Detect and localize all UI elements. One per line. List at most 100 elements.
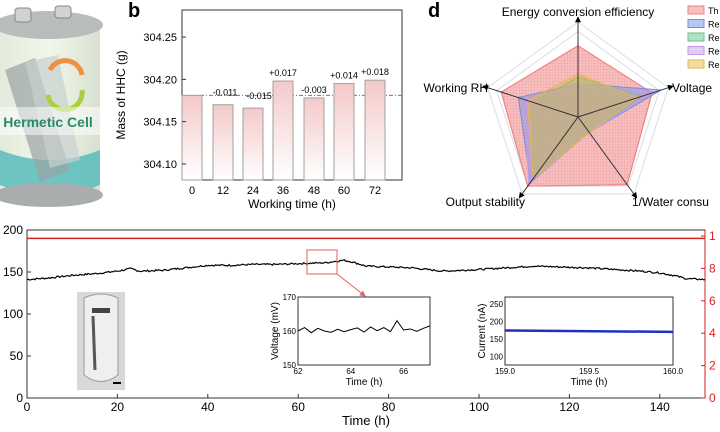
y-tick-label: 0 <box>16 391 23 405</box>
x-tick-label: 100 <box>469 400 489 414</box>
inset-series <box>504 329 674 334</box>
right-y-tick-label: 0 <box>709 391 716 405</box>
x-tick-label: 24 <box>247 185 259 197</box>
bar <box>242 107 264 181</box>
radar-grid-ring <box>487 21 669 195</box>
right-y-tick-label: 2 <box>709 359 716 373</box>
y-tick-label: 50 <box>10 349 24 363</box>
current-inset: 159.0 159.5 160.0 100 150 200 250 Time (h) Curre… <box>477 296 684 388</box>
legend-swatch <box>687 59 705 69</box>
y-tick-label: 100 <box>3 307 23 321</box>
voltage-time-chart: 0 20 40 60 80 100 120 140 0 50 100 150 200 0 2 4 6 8 1 Time… <box>3 223 716 428</box>
bar <box>333 83 355 181</box>
right-y-tick-label: 8 <box>709 261 716 275</box>
legend-label: Re <box>708 60 720 70</box>
radar-axis <box>577 84 674 118</box>
voltage-series <box>26 258 706 281</box>
x-axis-label: Time (h) <box>571 377 608 388</box>
legend-label: Re <box>708 47 720 57</box>
y-tick-label: 304.25 <box>143 32 177 44</box>
right-y-tick-label: 6 <box>709 294 716 308</box>
bar <box>272 80 294 181</box>
radar-series-4 <box>526 73 639 180</box>
y-tick-label: 150 <box>3 265 23 279</box>
radar-series-fill <box>500 45 653 187</box>
radar-axis-label: Output stability <box>446 195 525 209</box>
y-tick-label: 304.10 <box>143 159 177 171</box>
x-tick-label: 60 <box>292 400 306 414</box>
mass-bar-chart: 0 12 -0.011 24 -0.015 36 +0.017 48 -0.003 60 +0.01… <box>114 9 403 211</box>
radar-axis-label: 1/Water consu <box>632 195 709 209</box>
y-axis-label: Voltage (mV) <box>270 302 281 360</box>
device-photo-inset <box>77 292 125 390</box>
data-label: -0.011 <box>213 88 238 98</box>
hermetic-cell-illustration: Hermetic Cell <box>0 5 103 207</box>
x-tick-label: 0 <box>24 400 31 414</box>
legend-swatch <box>687 46 705 55</box>
x-tick-label: 12 <box>217 185 229 197</box>
data-label: -0.003 <box>301 85 327 95</box>
y-tick-label: 304.20 <box>143 74 177 86</box>
x-tick-label: 62 <box>294 367 303 376</box>
panel-letter-d: d <box>428 0 440 22</box>
x-tick-label: 48 <box>308 185 320 197</box>
hermetic-cell-label: Hermetic Cell <box>3 114 92 130</box>
y-axis-label: Mass of HHC (g) <box>114 50 128 139</box>
x-tick-label: 140 <box>650 400 670 414</box>
zoom-arrow <box>336 273 366 297</box>
bar <box>364 79 386 181</box>
x-tick-label: 20 <box>111 400 125 414</box>
x-tick-label: 60 <box>338 185 350 197</box>
radar-axis <box>482 84 579 118</box>
bar <box>212 104 234 181</box>
x-tick-label: 66 <box>399 367 408 376</box>
radar-axis-label: Working RH <box>424 81 488 95</box>
y-tick-label: 150 <box>283 361 297 370</box>
legend-label: Re <box>708 33 720 43</box>
legend-swatch <box>687 19 705 28</box>
y-tick-label: 250 <box>490 300 504 309</box>
data-label: +0.018 <box>361 67 389 77</box>
x-axis-label: Working time (h) <box>248 197 336 211</box>
bar <box>303 97 325 181</box>
y-tick-label: 200 <box>3 223 23 237</box>
zoom-region-box <box>306 249 338 275</box>
x-tick-label: 40 <box>201 400 215 414</box>
legend-swatch <box>687 32 705 42</box>
inset-series <box>297 319 431 334</box>
x-tick-label: 72 <box>369 185 381 197</box>
y-tick-label: 304.15 <box>143 117 177 129</box>
radar-axis-label: Voltage <box>672 81 712 95</box>
x-tick-label: 159.0 <box>495 367 516 376</box>
radar-chart: Energy conversion efficiency Voltage 1/Wat… <box>424 5 720 209</box>
x-tick-label: 120 <box>559 400 579 414</box>
legend-swatch <box>687 5 705 15</box>
y-tick-label: 160 <box>283 327 297 336</box>
right-y-tick-label: 1 <box>709 229 716 243</box>
y-tick-label: 170 <box>283 293 297 302</box>
x-axis-label: Time (h) <box>346 377 383 388</box>
data-label: +0.017 <box>269 68 297 78</box>
radar-grid-ring <box>496 30 660 187</box>
right-y-tick-label: 4 <box>709 326 716 340</box>
y-tick-label: 150 <box>490 335 504 344</box>
x-tick-label: 160.0 <box>663 367 684 376</box>
radar-axis <box>518 116 579 199</box>
y-tick-label: 200 <box>490 317 504 326</box>
voltage-zoom-inset: 62 64 66 150 160 170 Time (h) Voltage (mV) <box>270 293 431 388</box>
radar-axis-label: Energy conversion efficiency <box>502 5 655 19</box>
inset-frame <box>297 296 431 366</box>
x-tick-label: 36 <box>277 185 289 197</box>
legend-label: Re <box>708 20 720 30</box>
x-tick-label: 0 <box>189 185 195 197</box>
y-axis-label: Current (nA) <box>477 303 488 358</box>
legend-label: Th <box>708 6 719 16</box>
x-tick-label: 80 <box>382 400 396 414</box>
y-tick-label: 100 <box>490 352 504 361</box>
radar-axis <box>577 116 638 199</box>
panel-letter-b: b <box>128 0 140 22</box>
bar <box>181 94 203 181</box>
x-tick-label: 159.5 <box>579 367 600 376</box>
